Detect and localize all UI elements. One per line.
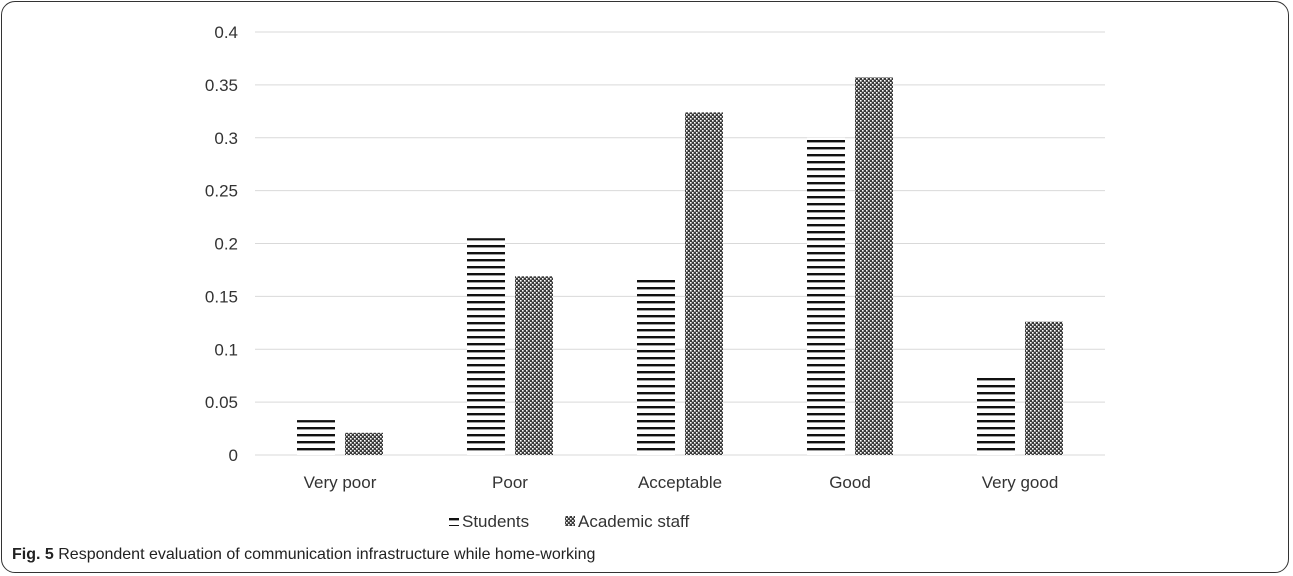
bar-academic-staff	[855, 77, 893, 455]
legend: Students Academic staff	[449, 512, 689, 531]
x-tick-label: Very poor	[304, 473, 377, 492]
bar-academic-staff	[1025, 321, 1063, 455]
x-tick-label: Good	[829, 473, 871, 492]
legend-label-academic-staff: Academic staff	[578, 512, 689, 531]
y-tick-label: 0.2	[214, 235, 238, 254]
x-tick-label: Acceptable	[638, 473, 722, 492]
y-tick-label: 0.4	[214, 23, 238, 42]
bar-students	[467, 238, 505, 455]
y-tick-label: 0.05	[205, 393, 238, 412]
y-tick-label: 0.35	[205, 76, 238, 95]
bars	[297, 77, 1063, 456]
bar-students	[807, 137, 845, 455]
x-tick-label: Poor	[492, 473, 528, 492]
x-tick-label: Very good	[982, 473, 1059, 492]
bar-academic-staff	[515, 276, 553, 455]
figure-caption: Fig. 5 Respondent evaluation of communic…	[12, 546, 595, 564]
x-axis-ticks: Very poor Poor Acceptable Good Very good	[304, 473, 1059, 492]
y-tick-label: 0.3	[214, 129, 238, 148]
y-axis-ticks: 0 0.05 0.1 0.15 0.2 0.25 0.3 0.35 0.4	[205, 23, 238, 465]
figure-caption-text: Respondent evaluation of communication i…	[58, 546, 596, 563]
bar-academic-staff	[685, 112, 723, 456]
y-tick-label: 0.15	[205, 287, 238, 306]
y-tick-label: 0.25	[205, 182, 238, 201]
legend-label-students: Students	[462, 512, 529, 531]
figure-label: Fig. 5	[12, 546, 54, 563]
legend-swatch-students	[449, 516, 459, 526]
y-tick-label: 0	[229, 446, 238, 465]
legend-swatch-academic-staff	[565, 516, 575, 526]
bar-academic-staff	[345, 432, 383, 455]
bar-students	[297, 420, 335, 455]
y-tick-label: 0.1	[214, 340, 238, 359]
bar-students	[977, 373, 1015, 455]
gridlines	[255, 31, 1105, 456]
bar-students	[637, 278, 675, 455]
